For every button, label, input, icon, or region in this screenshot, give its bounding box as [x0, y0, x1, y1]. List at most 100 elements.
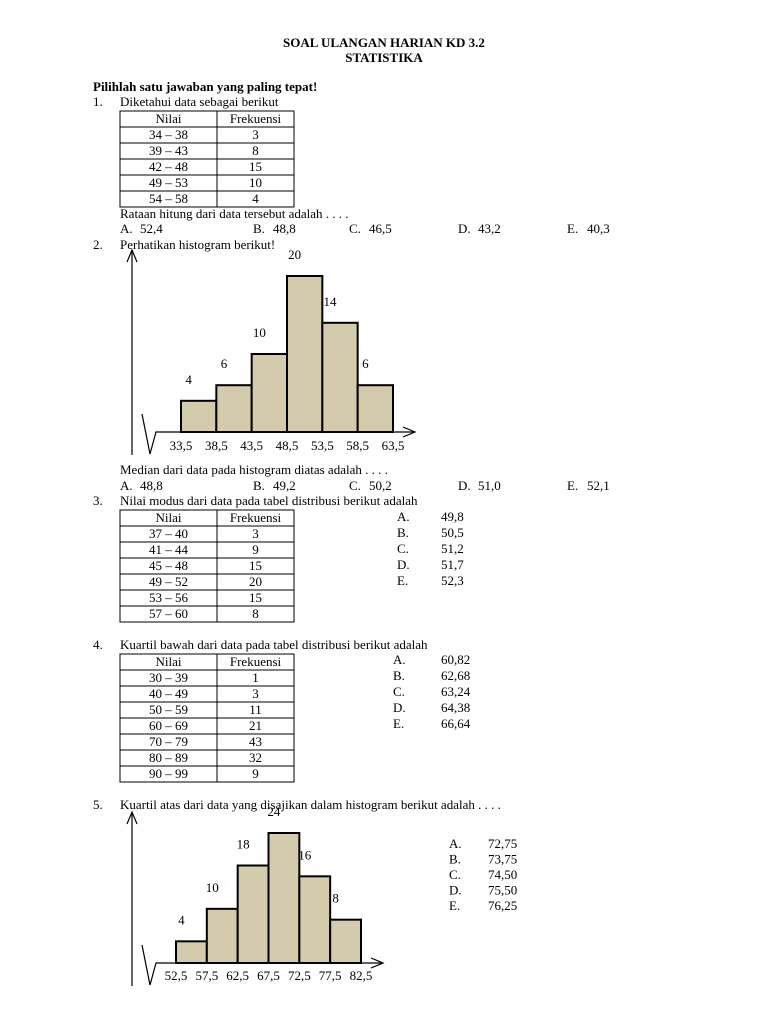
- x-tick-label: 33,5: [170, 438, 193, 453]
- option-text: 52,1: [587, 478, 610, 493]
- table-cell: 1: [252, 670, 259, 685]
- table-cell: 3: [252, 686, 259, 701]
- bar: [250, 353, 289, 433]
- option-text: 74,50: [488, 867, 517, 882]
- option-text: 48,8: [140, 478, 163, 493]
- table-cell: 49 – 53: [149, 175, 188, 190]
- table-cell: 70 – 79: [149, 734, 188, 749]
- option-letter: A.: [120, 221, 133, 236]
- bar: [286, 275, 324, 433]
- table-cell: 57 – 60: [149, 606, 188, 621]
- bar: [321, 321, 359, 433]
- data-label: 8: [332, 891, 339, 906]
- table-cell: 32: [249, 750, 262, 765]
- data-label: 14: [324, 294, 338, 309]
- option-text: 51,7: [441, 557, 464, 572]
- table-cell: 42 – 48: [149, 159, 188, 174]
- option-text: 51,0: [478, 478, 501, 493]
- data-label: 20: [288, 247, 301, 262]
- table-cell: 21: [249, 718, 262, 733]
- table-header: Frekuensi: [230, 654, 282, 669]
- option-letter: E.: [393, 716, 404, 731]
- x-tick-label: 52,5: [165, 968, 188, 983]
- table-cell: 43: [249, 734, 262, 749]
- option-text: 40,3: [587, 221, 610, 236]
- question-number: 2.: [93, 237, 103, 252]
- table-cell: 20: [249, 574, 262, 589]
- option-letter: E.: [397, 573, 408, 588]
- axis-arrow: [402, 426, 417, 438]
- option-text: 50,5: [441, 525, 464, 540]
- option-letter: A.: [449, 836, 462, 851]
- question-text: Median dari data pada histogram diatas a…: [120, 462, 388, 477]
- table-cell: 39 – 43: [149, 143, 188, 158]
- table-cell: 30 – 39: [149, 670, 188, 685]
- option-letter: D.: [458, 221, 471, 236]
- table-cell: 9: [252, 766, 259, 781]
- option-text: 60,82: [441, 652, 470, 667]
- bar: [267, 832, 301, 964]
- table-cell: 50 – 59: [149, 702, 188, 717]
- bar: [298, 875, 332, 964]
- option-letter: A.: [120, 478, 133, 493]
- option-letter: D.: [393, 700, 406, 715]
- table-header: Nilai: [156, 510, 182, 525]
- question-text: Kuartil atas dari data yang disajikan da…: [120, 797, 501, 812]
- table-cell: 53 – 56: [149, 590, 189, 605]
- option-letter: B.: [253, 221, 265, 236]
- option-text: 43,2: [478, 221, 501, 236]
- x-tick-label: 57,5: [195, 968, 218, 983]
- option-text: 73,75: [488, 851, 517, 866]
- option-letter: B.: [253, 478, 265, 493]
- title: SOAL ULANGAN HARIAN KD 3.2: [283, 35, 485, 50]
- option-text: 63,24: [441, 684, 471, 699]
- option-letter: D.: [397, 557, 410, 572]
- question-number: 3.: [93, 493, 103, 508]
- table-cell: 34 – 38: [149, 127, 188, 142]
- option-letter: C.: [349, 478, 361, 493]
- table-header: Frekuensi: [230, 510, 282, 525]
- x-tick-label: 43,5: [240, 438, 263, 453]
- option-letter: A.: [393, 652, 406, 667]
- x-tick-label: 77,5: [319, 968, 342, 983]
- table-cell: 80 – 89: [149, 750, 188, 765]
- x-tick-label: 67,5: [257, 968, 280, 983]
- data-label: 10: [206, 880, 219, 895]
- table-cell: 3: [252, 526, 259, 541]
- x-tick-label: 48,5: [276, 438, 299, 453]
- table-cell: 90 – 99: [149, 766, 188, 781]
- option-letter: E.: [449, 898, 460, 913]
- table-cell: 41 – 44: [149, 542, 189, 557]
- table-border: [119, 509, 295, 623]
- option-text: 76,25: [488, 898, 517, 913]
- table-cell: 8: [252, 143, 259, 158]
- option-text: 46,5: [369, 221, 392, 236]
- table-header: Nilai: [156, 654, 182, 669]
- option-text: 49,2: [273, 478, 296, 493]
- option-text: 52,4: [140, 221, 163, 236]
- question-number: 5.: [93, 797, 103, 812]
- data-label: 6: [362, 356, 369, 371]
- bar: [205, 907, 239, 964]
- axis-arrow: [370, 957, 385, 969]
- option-text: 72,75: [488, 836, 517, 851]
- question-text: Perhatikan histogram berikut!: [120, 237, 275, 252]
- x-tick-label: 58,5: [346, 438, 369, 453]
- option-text: 50,2: [369, 478, 392, 493]
- table-cell: 3: [252, 127, 259, 142]
- option-text: 62,68: [441, 668, 470, 683]
- table-cell: 15: [249, 159, 262, 174]
- data-label: 24: [267, 804, 281, 819]
- option-text: 52,3: [441, 573, 464, 588]
- option-letter: C.: [393, 684, 405, 699]
- bar: [175, 940, 208, 964]
- x-tick-label: 82,5: [350, 968, 373, 983]
- x-tick-label: 63,5: [382, 438, 405, 453]
- table-cell: 8: [252, 606, 259, 621]
- table-cell: 45 – 48: [149, 558, 188, 573]
- question-text: Diketahui data sebagai berikut: [120, 94, 279, 109]
- data-label: 10: [253, 325, 266, 340]
- data-label: 6: [221, 356, 228, 371]
- option-letter: C.: [397, 541, 409, 556]
- table-cell: 10: [249, 175, 262, 190]
